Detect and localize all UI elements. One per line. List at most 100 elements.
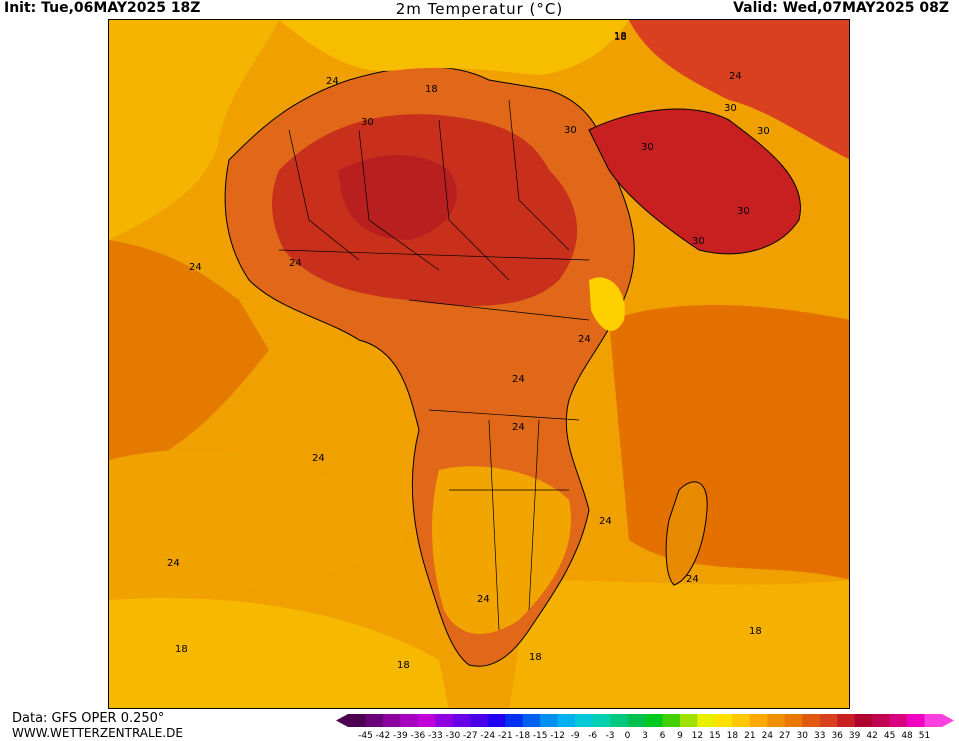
tropical-atlantic-warm-band	[109, 240, 269, 480]
contour-label: 30	[692, 236, 705, 247]
ethiopian-highlands-cool-spot	[589, 277, 625, 331]
contour-label: 24	[189, 262, 202, 273]
legend-color-swatch	[819, 714, 838, 727]
contour-label: 24	[578, 334, 591, 345]
legend-tick-label: -15	[533, 731, 548, 739]
north-atlantic-cool-band	[109, 20, 279, 240]
contour-label: 24	[312, 453, 325, 464]
map-canvas: 18 24 30 18 30 24 30 30 24 24 30 30 30 24 24 24 24 24 24 24…	[109, 20, 849, 708]
contour-label: 24	[512, 422, 525, 433]
country-borders	[278, 99, 590, 631]
legend-tick-label: 48	[901, 731, 913, 739]
legend-tick-label: -36	[411, 731, 426, 739]
contour-labels: 18 24 30 18 30 24 30 30 24 24 30 30 30 24 24 24 24 24 24 24…	[167, 31, 770, 671]
legend-color-swatch	[697, 714, 716, 727]
legend-tick-label: 33	[814, 731, 825, 739]
contour-label: 30	[724, 103, 737, 114]
legend-color-swatch	[679, 714, 698, 727]
contour-label: 18	[425, 84, 438, 95]
legend-tick-label: -6	[588, 731, 597, 739]
legend-tick-label: -9	[571, 731, 580, 739]
legend-color-swatch	[872, 714, 890, 727]
legend-tick-label: 45	[884, 731, 895, 739]
contour-label: 18	[529, 652, 542, 663]
indian-ocean-warm-band	[609, 305, 849, 580]
legend-tick-label: -33	[428, 731, 443, 739]
contour-label: 30	[641, 142, 654, 153]
legend-color-swatch	[645, 714, 663, 727]
arabian-peninsula	[588, 108, 801, 255]
legend-color-swatch	[417, 714, 436, 727]
legend-tick-label: -27	[463, 731, 478, 739]
legend-tick-label: 18	[727, 731, 739, 739]
middle-east-region	[629, 20, 849, 160]
legend-color-swatch	[924, 714, 943, 727]
legend-tick-label: -24	[480, 731, 495, 739]
color-scale-legend: -45 -42 -39 -36 -33 -30 -27 -24 -21 -18 -15 -12 -9 -6…	[334, 713, 956, 739]
contour-label: 18	[614, 31, 627, 42]
sahara-hottest-core	[339, 155, 457, 240]
legend-color-swatch	[540, 714, 558, 727]
legend-color-swatch	[522, 714, 541, 727]
legend-color-swatch	[557, 714, 576, 727]
legend-tick-label: -18	[515, 731, 530, 739]
data-source-label: Data: GFS OPER 0.250°	[12, 711, 165, 726]
contour-label: 18	[397, 660, 410, 671]
contour-label: 24	[326, 76, 339, 87]
south-atlantic-cool-band	[109, 598, 449, 708]
legend-color-swatch	[592, 714, 611, 727]
southern-africa-cooler-zone	[432, 466, 571, 634]
contour-label: 24	[477, 594, 490, 605]
legend-tick-label: 21	[744, 731, 755, 739]
legend-color-swatch	[749, 714, 768, 727]
legend-color-swatch	[505, 714, 524, 727]
legend-color-swatch	[732, 714, 751, 727]
legend-tick-label: -21	[498, 731, 513, 739]
legend-color-swatch	[854, 714, 873, 727]
legend-tick-label: 0	[625, 731, 631, 739]
legend-left-arrow	[336, 714, 348, 727]
legend-color-swatch	[487, 714, 506, 727]
legend-color-swatch	[767, 714, 786, 727]
legend-tick-label: -42	[376, 731, 391, 739]
legend-tick-label: 36	[831, 731, 843, 739]
legend-tick-label: 6	[660, 731, 666, 739]
legend-tick-label: 39	[849, 731, 861, 739]
init-time: Init: Tue,06MAY2025 18Z	[4, 0, 201, 16]
contour-label: 18	[749, 626, 762, 637]
southern-indian-cool-band	[509, 580, 849, 708]
legend-tick-label: -39	[393, 731, 408, 739]
legend-tick-label: -30	[445, 731, 460, 739]
legend-color-swatch	[382, 714, 401, 727]
legend-color-swatch	[348, 714, 366, 727]
legend-right-arrow	[942, 714, 954, 727]
legend-tick-label: 30	[797, 731, 809, 739]
legend-tick-label: 42	[866, 731, 877, 739]
legend-tick-label: -12	[550, 731, 565, 739]
legend-color-swatch	[435, 714, 454, 727]
website-label: WWW.WETTERZENTRALE.DE	[12, 726, 183, 740]
contour-label: 30	[361, 117, 374, 128]
legend-color-swatch	[452, 714, 471, 727]
legend-color-swatch	[365, 714, 384, 727]
contour-label: 18	[614, 32, 627, 43]
contour-label: 24	[599, 516, 612, 527]
legend-color-swatch	[889, 714, 908, 727]
legend-tick-label: 24	[762, 731, 774, 739]
legend-color-swatch	[907, 714, 925, 727]
contour-label: 24	[167, 558, 180, 569]
temperature-map: 18 24 30 18 30 24 30 30 24 24 30 30 30 24 24 24 24 24 24 24…	[108, 19, 850, 709]
contour-label: 24	[512, 374, 525, 385]
madagascar	[665, 481, 708, 586]
legend-color-swatch	[610, 714, 628, 727]
contour-label: 18	[175, 644, 188, 655]
map-title: 2m Temperatur (°C)	[395, 0, 564, 18]
legend-tick-label: -45	[358, 731, 373, 739]
southern-europe-cool-region	[279, 20, 629, 75]
contour-label: 24	[289, 258, 302, 269]
contour-label: 24	[729, 71, 742, 82]
legend-tick-label: 3	[642, 731, 648, 739]
legend-color-swatch	[784, 714, 803, 727]
legend-tick-label: 9	[677, 731, 683, 739]
legend-tick-label: 51	[919, 731, 930, 739]
